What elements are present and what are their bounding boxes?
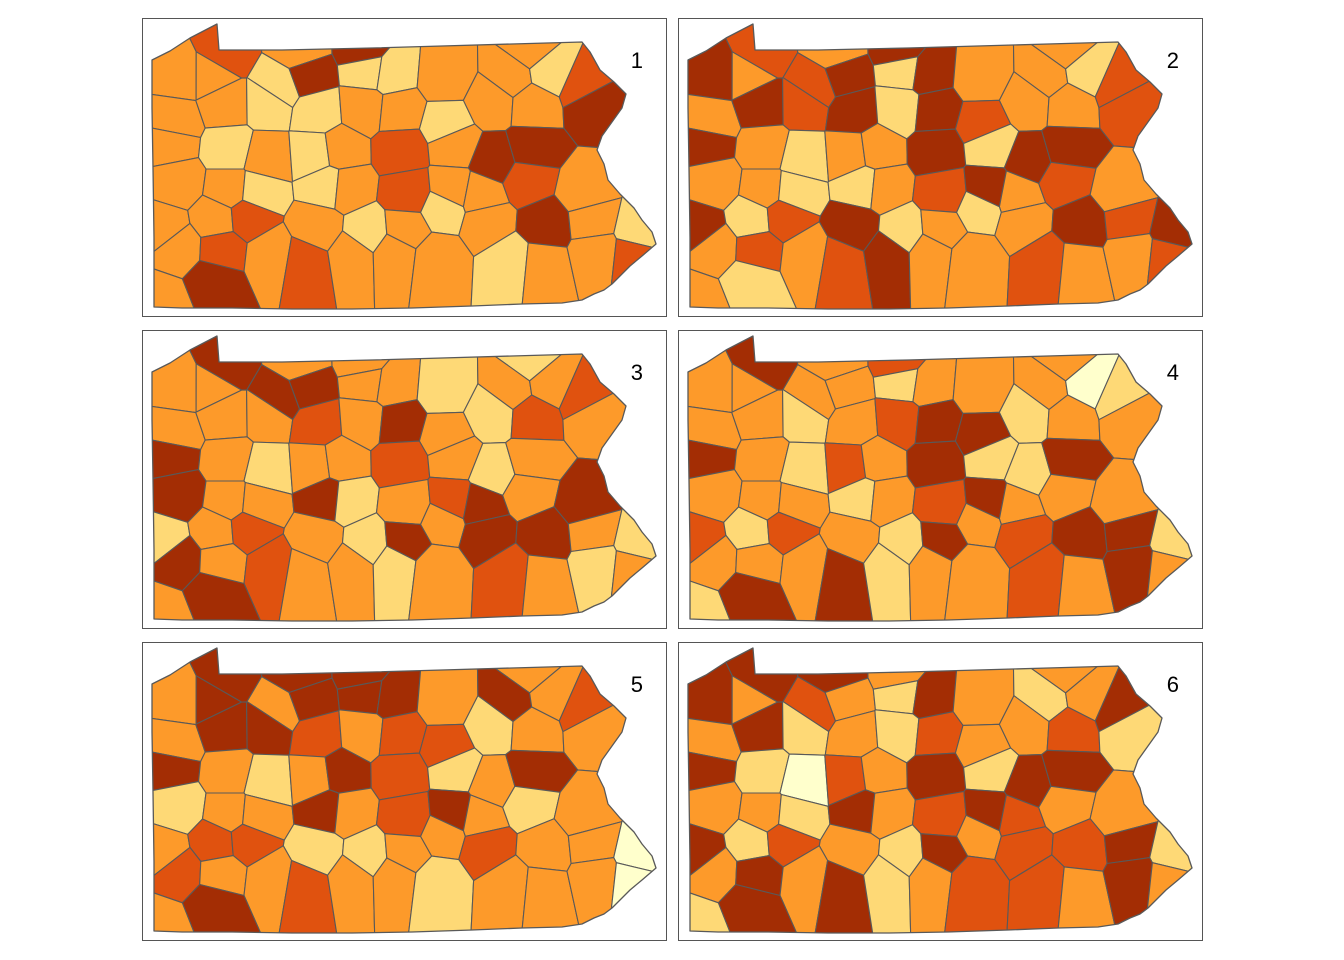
map-panel-4: 4: [678, 330, 1203, 629]
county: [378, 399, 428, 444]
panel-number-label: 2: [1167, 48, 1179, 73]
county: [952, 24, 1015, 102]
panel-number-label: 6: [1167, 672, 1179, 697]
map-panel-6: 6: [678, 642, 1203, 941]
panel-number-label: 4: [1167, 360, 1179, 385]
county-layer: [688, 648, 1192, 933]
county: [378, 711, 428, 756]
county: [914, 87, 964, 132]
map-panel-1: 1: [142, 18, 667, 317]
county: [952, 648, 1015, 726]
county: [181, 259, 270, 309]
county: [416, 336, 479, 414]
state-border: [687, 335, 1193, 622]
county: [416, 24, 479, 102]
county: [181, 883, 270, 933]
state-border: [151, 647, 657, 934]
map-panel-5: 5: [142, 642, 667, 941]
state-border: [151, 335, 657, 622]
county: [914, 711, 964, 756]
state-border: [151, 23, 657, 310]
county: [717, 883, 806, 933]
map-panel-2: 2: [678, 18, 1203, 317]
county: [717, 259, 806, 309]
state-map: [687, 647, 1193, 934]
county: [914, 399, 964, 444]
county: [717, 571, 806, 621]
county: [416, 648, 479, 726]
county: [378, 87, 428, 132]
state-border: [687, 23, 1193, 310]
map-panel-3: 3: [142, 330, 667, 629]
state-border: [687, 647, 1193, 934]
panel-number-label: 5: [631, 672, 643, 697]
panel-number-label: 3: [631, 360, 643, 385]
panel-number-label: 1: [631, 48, 643, 73]
county: [952, 336, 1015, 414]
county: [181, 571, 270, 621]
